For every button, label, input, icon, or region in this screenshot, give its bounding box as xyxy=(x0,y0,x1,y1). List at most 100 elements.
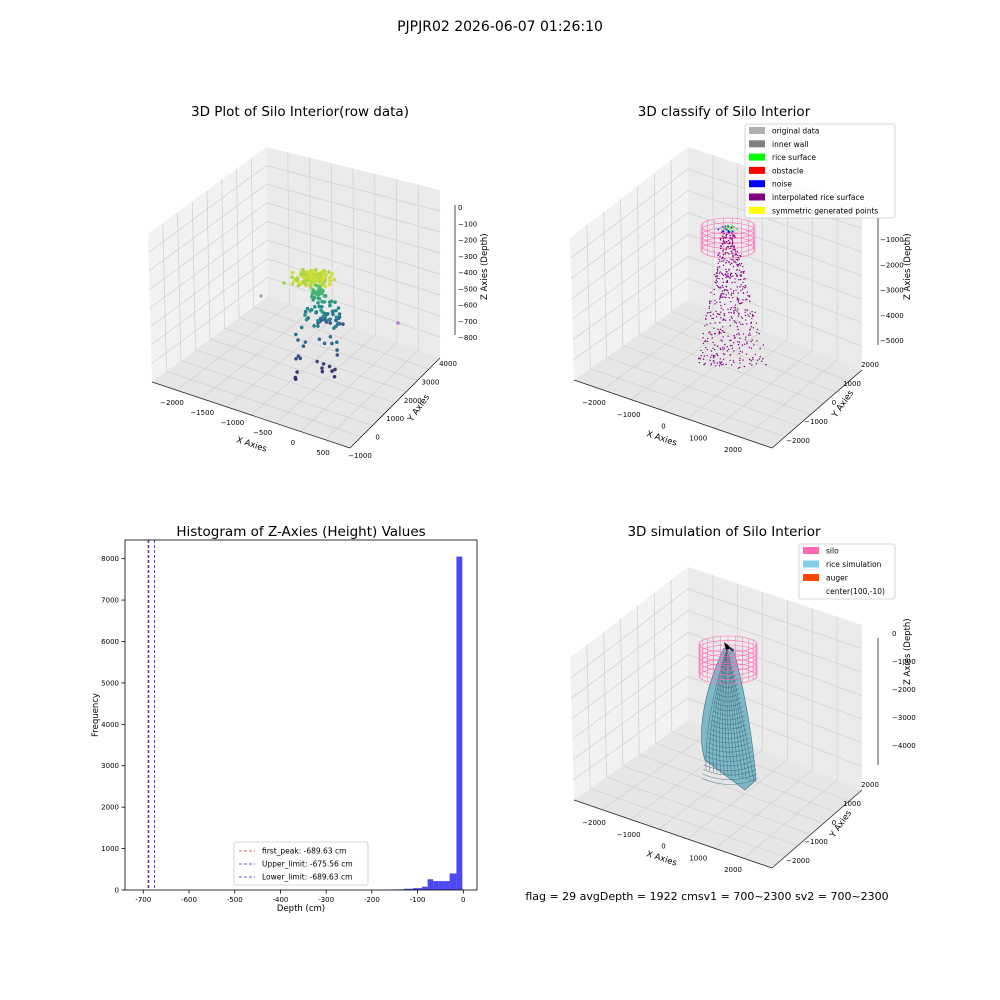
data-point xyxy=(321,314,326,319)
y-tick-label: 1000 xyxy=(843,380,861,388)
interpolated-point xyxy=(698,361,701,364)
gridline xyxy=(209,338,396,404)
legend-swatch xyxy=(749,206,765,214)
x-tick-label: −2000 xyxy=(160,399,184,407)
data-point xyxy=(293,377,298,381)
interpolated-point xyxy=(713,354,715,357)
data-point xyxy=(336,321,341,325)
interpolated-point xyxy=(739,286,741,288)
gridline xyxy=(620,198,624,346)
interpolated-point xyxy=(726,276,728,278)
data-point xyxy=(303,309,308,314)
interpolated-point xyxy=(732,275,734,277)
interpolated-point xyxy=(723,232,725,235)
interpolated-point xyxy=(737,367,740,369)
interpolated-point xyxy=(734,307,737,309)
data-point xyxy=(290,281,295,286)
interpolated-point xyxy=(730,300,732,303)
interpolated-point xyxy=(739,366,741,369)
interpolated-point xyxy=(726,260,728,262)
x-tick-label: -200 xyxy=(364,896,380,904)
data-point xyxy=(332,374,337,379)
legend-label: obstacle xyxy=(772,166,804,175)
interpolated-point xyxy=(721,272,723,274)
y-tick-label: 0 xyxy=(832,399,836,407)
interpolated-point xyxy=(707,337,709,340)
legend-label: auger xyxy=(826,574,849,583)
interpolated-point xyxy=(710,350,713,352)
interpolated-point xyxy=(713,327,715,330)
interpolated-point xyxy=(724,353,726,356)
interpolated-point xyxy=(742,292,744,294)
interpolated-point xyxy=(752,358,754,361)
interpolated-point xyxy=(723,242,726,244)
interpolated-point xyxy=(729,344,732,347)
interpolated-point xyxy=(724,296,727,299)
interpolated-point xyxy=(732,256,734,258)
interpolated-point xyxy=(724,273,727,275)
interpolated-point xyxy=(718,272,721,274)
interpolated-point xyxy=(731,262,733,265)
interpolated-point xyxy=(729,245,732,248)
interpolated-point xyxy=(749,362,751,365)
interpolated-point xyxy=(727,275,729,278)
legend-frame xyxy=(233,841,369,886)
footer-status: flag = 29 avgDepth = 1922 cmsv1 = 700~23… xyxy=(525,890,888,903)
z-tick-label: −3000 xyxy=(880,287,904,295)
data-point xyxy=(303,340,308,344)
data-point xyxy=(327,282,332,287)
interpolated-point xyxy=(738,302,741,305)
interpolated-point xyxy=(722,336,724,338)
gridline xyxy=(224,327,407,393)
gridline xyxy=(637,185,640,335)
interpolated-point xyxy=(731,244,733,247)
y-tick-label: 6000 xyxy=(101,638,119,646)
interpolated-point xyxy=(711,337,713,339)
gridline xyxy=(658,329,763,410)
interpolated-point xyxy=(708,305,711,308)
interpolated-point xyxy=(742,323,744,326)
interpolated-point xyxy=(718,258,720,261)
interpolated-point xyxy=(722,264,725,267)
interpolated-point xyxy=(727,246,730,248)
interpolated-point xyxy=(722,237,724,240)
interpolated-point xyxy=(738,334,740,336)
back-left-pane xyxy=(570,567,688,800)
data-point xyxy=(335,348,339,352)
interpolated-point xyxy=(699,358,701,360)
interpolated-point xyxy=(735,253,737,255)
interpolated-point xyxy=(734,337,736,339)
interpolated-point xyxy=(729,234,731,237)
interpolated-point xyxy=(743,365,746,368)
interpolated-point xyxy=(721,284,724,287)
interpolated-point xyxy=(755,363,758,365)
data-point xyxy=(334,318,338,323)
interpolated-point xyxy=(722,358,725,361)
interpolated-point xyxy=(706,354,708,357)
z-tick-label: −400 xyxy=(458,269,477,277)
interpolated-point xyxy=(722,254,725,256)
data-point xyxy=(341,322,345,326)
gridline xyxy=(586,224,591,369)
gridline xyxy=(686,339,788,420)
legend-swatch xyxy=(749,140,765,148)
data-point xyxy=(327,270,331,274)
interpolated-point xyxy=(751,310,753,313)
gridline xyxy=(148,183,441,272)
data-point xyxy=(321,362,326,366)
data-point xyxy=(300,267,305,272)
interpolated-point xyxy=(731,233,733,235)
surface-point xyxy=(721,229,723,232)
interpolated-point xyxy=(716,277,718,280)
interpolated-point xyxy=(733,335,735,337)
histogram-bar xyxy=(422,886,428,890)
interpolated-point xyxy=(722,250,724,252)
interpolated-point xyxy=(739,362,741,364)
gridline xyxy=(630,319,738,400)
gridline xyxy=(671,311,850,382)
histogram-bar xyxy=(413,888,423,890)
y-tick-label: 4000 xyxy=(101,721,119,729)
interpolated-point xyxy=(720,339,722,341)
interpolated-point xyxy=(750,360,752,362)
interpolated-point xyxy=(718,365,721,367)
